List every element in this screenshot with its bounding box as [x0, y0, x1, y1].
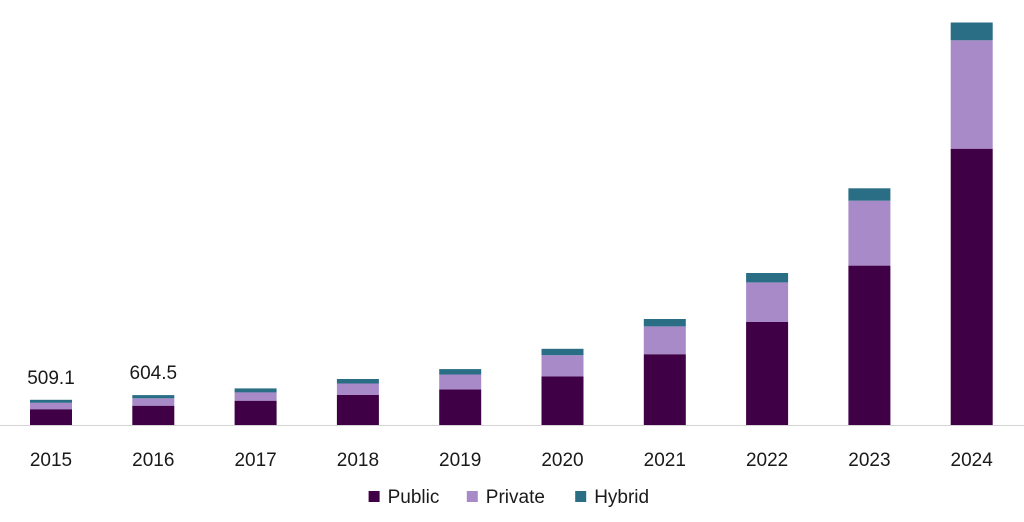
bar-public-2021	[643, 354, 686, 425]
bar-hybrid-2023	[848, 188, 891, 201]
bar-public-2024	[950, 148, 993, 425]
legend-item-public: Public	[368, 487, 440, 508]
legend-swatch-public	[368, 491, 380, 502]
bar-public-2016	[132, 405, 175, 425]
bar-hybrid-2016	[132, 395, 175, 399]
legend-label-private: Private	[486, 487, 545, 508]
bar-public-2018	[336, 394, 379, 425]
data-labels: 509.1 604.5	[27, 363, 177, 389]
bar-private-2017	[234, 392, 277, 401]
bar-hybrid-2021	[643, 319, 686, 327]
legend: Public Private Hybrid	[368, 487, 649, 508]
bar-public-2020	[541, 376, 584, 425]
bar-public-2017	[234, 400, 277, 425]
bar-hybrid-2017	[234, 388, 277, 393]
bar-private-2024	[950, 40, 993, 149]
x-tick-label-2015: 2015	[30, 450, 72, 471]
x-tick-label-2022: 2022	[746, 450, 788, 471]
bar-public-2019	[439, 389, 482, 425]
bar-hybrid-2024	[950, 22, 993, 41]
bar-private-2022	[746, 282, 789, 322]
bar-hybrid-2015	[30, 399, 72, 403]
bar-public-2015	[30, 409, 72, 425]
bar-private-2019	[439, 374, 482, 390]
bar-hybrid-2018	[336, 379, 379, 384]
bar-public-2023	[848, 265, 891, 425]
x-tick-label-2020: 2020	[541, 450, 583, 471]
legend-item-private: Private	[466, 487, 545, 508]
data-label-2015: 509.1	[27, 368, 75, 389]
bar-private-2023	[848, 200, 891, 266]
legend-label-public: Public	[388, 487, 440, 508]
bars-layer	[30, 22, 993, 425]
x-tick-label-2016: 2016	[132, 450, 174, 471]
bar-private-2016	[132, 398, 175, 406]
legend-swatch-private	[466, 491, 478, 502]
x-tick-label-2017: 2017	[234, 450, 276, 471]
x-tick-label-2023: 2023	[848, 450, 890, 471]
legend-item-hybrid: Hybrid	[575, 487, 649, 508]
x-tick-label-2019: 2019	[439, 450, 481, 471]
bar-private-2018	[336, 383, 379, 395]
legend-label-hybrid: Hybrid	[594, 487, 649, 508]
bar-hybrid-2019	[439, 369, 482, 375]
bar-hybrid-2020	[541, 348, 584, 356]
bar-private-2021	[643, 326, 686, 355]
data-label-2016: 604.5	[130, 363, 178, 384]
x-tick-label-2024: 2024	[951, 450, 994, 471]
bar-private-2020	[541, 355, 584, 377]
bar-private-2015	[30, 402, 72, 410]
bar-hybrid-2022	[746, 273, 789, 283]
x-tick-label-2018: 2018	[337, 450, 379, 471]
bar-public-2022	[746, 322, 789, 425]
x-tick-label-2021: 2021	[644, 450, 686, 471]
x-tick-labels: 2015 2016 2017 2018 2019 2020 2021 2022 2023 2024	[30, 450, 993, 471]
legend-swatch-hybrid	[575, 491, 587, 502]
